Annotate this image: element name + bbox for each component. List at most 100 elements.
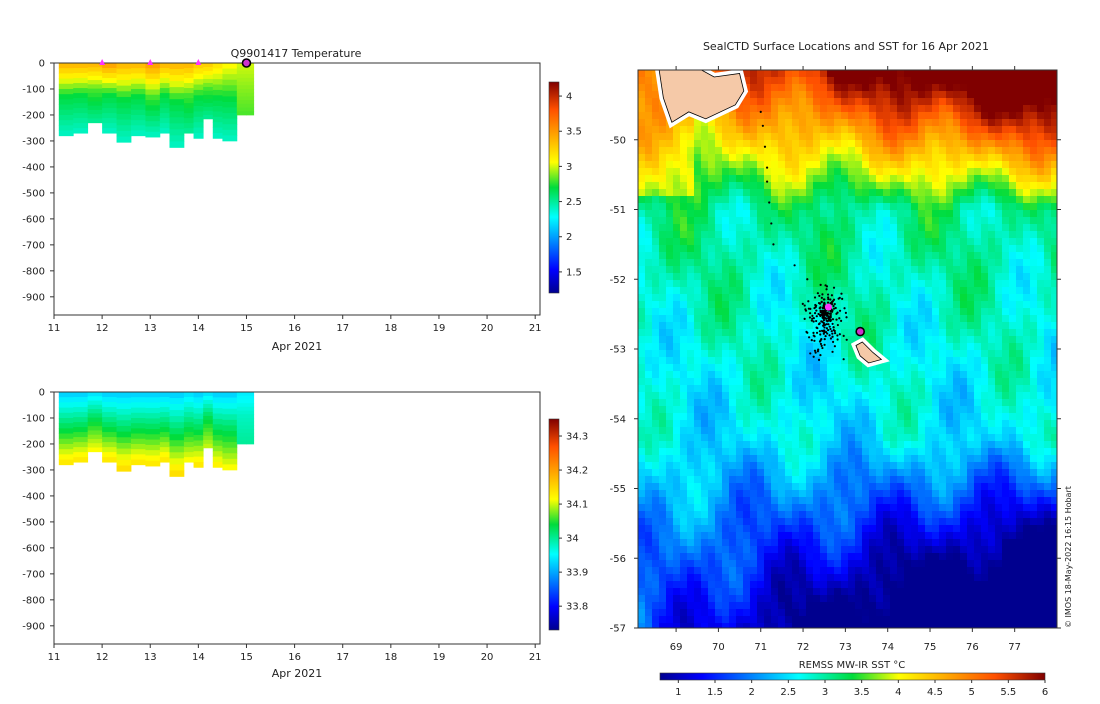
sst-cell [869, 511, 876, 518]
sst-cell [1051, 84, 1057, 91]
section-cell [184, 402, 194, 407]
sst-cell [652, 462, 659, 469]
sst-cell [967, 287, 974, 294]
sst-cell [701, 126, 708, 133]
x-tick-label: 11 [48, 323, 61, 334]
sst-cell [960, 350, 967, 357]
section-cell [131, 408, 146, 414]
sst-cell [743, 392, 750, 399]
sst-cell [953, 112, 960, 119]
sst-cell [1002, 490, 1009, 497]
sst-cell [1044, 175, 1051, 182]
sst-cell [1044, 553, 1051, 560]
sst-cell [918, 525, 925, 532]
section-cell [194, 133, 204, 139]
section-cell [160, 432, 170, 437]
sst-cell [1009, 462, 1016, 469]
sst-cell [953, 483, 960, 490]
sst-cell [1030, 203, 1037, 210]
sst-cell [1051, 574, 1057, 581]
sst-cell [953, 273, 960, 280]
sst-cell [757, 525, 764, 532]
sst-cell [638, 476, 645, 483]
sst-cell [1030, 238, 1037, 245]
sst-cell [757, 553, 764, 560]
section-cell [145, 105, 160, 111]
sst-cell [680, 539, 687, 546]
sst-cell [841, 259, 848, 266]
sst-cell [932, 385, 939, 392]
section-cell [102, 457, 117, 462]
sst-cell [743, 455, 750, 462]
sst-cell [918, 406, 925, 413]
sst-cell [855, 245, 862, 252]
sst-cell [918, 70, 925, 77]
sst-cell [785, 518, 792, 525]
sst-cell [771, 315, 778, 322]
sst-cell [771, 77, 778, 84]
sst-cell [799, 189, 806, 196]
sst-cell [1016, 252, 1023, 259]
sst-cell [862, 581, 869, 588]
sst-cell [1016, 343, 1023, 350]
sst-cell [771, 560, 778, 567]
sst-cell [820, 203, 827, 210]
sst-cell [743, 385, 750, 392]
sst-cell [778, 126, 785, 133]
sst-cell [855, 182, 862, 189]
sst-cell [645, 581, 652, 588]
section-cell [203, 404, 213, 408]
sst-cell [827, 147, 834, 154]
sst-cell [764, 462, 771, 469]
sst-cell [876, 441, 883, 448]
sst-cell [1002, 140, 1009, 147]
sst-cell [729, 420, 736, 427]
sst-cell [785, 413, 792, 420]
sst-cell [715, 581, 722, 588]
section-cell [102, 412, 117, 417]
sst-cell [666, 266, 673, 273]
sst-cell [680, 553, 687, 560]
sst-cell [638, 350, 645, 357]
sst-cell [757, 371, 764, 378]
sst-cell [715, 350, 722, 357]
sst-cell [645, 301, 652, 308]
sst-cell [687, 224, 694, 231]
section-cell [237, 396, 247, 400]
sst-cell [806, 455, 813, 462]
sst-cell [799, 448, 806, 455]
sst-cell [988, 245, 995, 252]
sst-cell [897, 434, 904, 441]
sst-cell [771, 448, 778, 455]
section-cell [222, 96, 237, 102]
section-cell [213, 79, 223, 85]
sst-cell [911, 217, 918, 224]
sst-cell [757, 280, 764, 287]
sst-cell [743, 364, 750, 371]
sst-cell [869, 140, 876, 147]
sst-cell [813, 182, 820, 189]
sst-cell [848, 392, 855, 399]
sst-cell [974, 161, 981, 168]
section-cell [169, 99, 184, 105]
sst-cell [932, 511, 939, 518]
sst-cell [778, 294, 785, 301]
sst-cell [974, 406, 981, 413]
section-cell [145, 100, 160, 106]
sst-cell [778, 371, 785, 378]
sst-cell [680, 147, 687, 154]
sst-cell [722, 581, 729, 588]
sst-cell [967, 259, 974, 266]
sst-cell [806, 224, 813, 231]
sst-cell [1051, 308, 1057, 315]
sst-cell [1002, 406, 1009, 413]
sst-cell [694, 301, 701, 308]
sst-cell [638, 511, 645, 518]
sst-cell [918, 371, 925, 378]
sst-cell [834, 525, 841, 532]
sst-cell [1009, 406, 1016, 413]
sst-cell [841, 532, 848, 539]
sst-cell [988, 189, 995, 196]
sst-cell [995, 210, 1002, 217]
sst-cell [687, 462, 694, 469]
